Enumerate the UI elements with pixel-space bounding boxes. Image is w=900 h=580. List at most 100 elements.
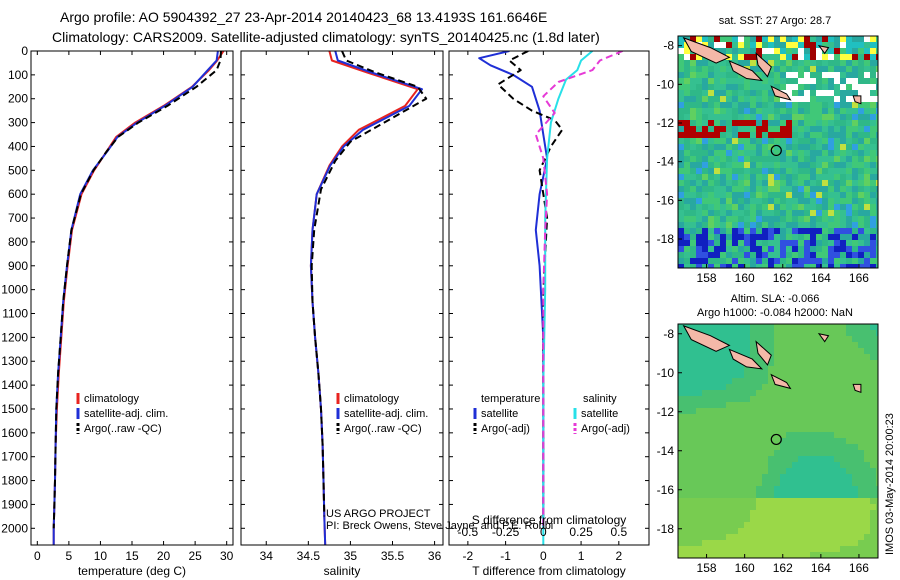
map-cell [708, 354, 714, 360]
map-cell [678, 330, 684, 336]
map-cell [678, 156, 684, 162]
map-cell [756, 336, 762, 342]
map-cell [768, 210, 774, 216]
map-cell [702, 210, 708, 216]
map-cell [726, 72, 732, 78]
map-cell [732, 522, 738, 528]
map-cell [750, 462, 756, 468]
map-cell [756, 186, 762, 192]
map-cell [750, 342, 756, 348]
map-cell [744, 174, 750, 180]
map-cell [702, 36, 708, 42]
map-cell [864, 138, 870, 144]
map-cell [678, 84, 684, 90]
map-cell [690, 156, 696, 162]
map-cell [792, 108, 798, 114]
map-cell [762, 90, 768, 96]
map-cell [708, 42, 714, 48]
map-cell [714, 438, 720, 444]
map-cell [852, 120, 858, 126]
island [682, 36, 731, 64]
map-cell [768, 330, 774, 336]
map-cell [780, 366, 786, 372]
map-cell [702, 66, 708, 72]
map-cell [726, 228, 732, 234]
map-cell [822, 102, 828, 108]
map-cell [810, 414, 816, 420]
map-cell [756, 240, 762, 246]
map-cell [750, 474, 756, 480]
map-cell [726, 444, 732, 450]
map-cell [834, 450, 840, 456]
map-cell [846, 66, 852, 72]
map-cell [750, 378, 756, 384]
map-cell [852, 432, 858, 438]
map-cell [822, 120, 828, 126]
map-cell [732, 102, 738, 108]
map-cell [720, 180, 726, 186]
map-cell [834, 456, 840, 462]
map-cell [852, 348, 858, 354]
map-cell [684, 348, 690, 354]
map-cell [684, 414, 690, 420]
figure-title-line2: Climatology: CARS2009. Satellite-adjuste… [52, 29, 600, 45]
map-cell [678, 390, 684, 396]
map-cell [714, 456, 720, 462]
map-cell [762, 150, 768, 156]
map-cell [696, 126, 702, 132]
map-cell [690, 126, 696, 132]
map-cell [870, 150, 876, 156]
map-cell [804, 444, 810, 450]
map-cell [858, 90, 864, 96]
island [755, 52, 772, 78]
map-cell [774, 534, 780, 540]
profile-marker [770, 144, 782, 157]
map-cell [840, 54, 846, 60]
map-cell [708, 522, 714, 528]
map-cell [846, 402, 852, 408]
map-cell [690, 54, 696, 60]
map-cell [804, 372, 810, 378]
map-cell [768, 102, 774, 108]
difference-xlabel: T difference from climatology [472, 564, 626, 578]
map-cell [822, 432, 828, 438]
map-cell [804, 174, 810, 180]
map-cell [876, 252, 878, 258]
map-cell [738, 522, 744, 528]
map-cell [690, 84, 696, 90]
map-cell [804, 336, 810, 342]
map-cell [876, 324, 878, 330]
map-cell [786, 378, 792, 384]
map-cell [708, 180, 714, 186]
map-cell [726, 528, 732, 534]
map-cell [726, 174, 732, 180]
map-cell [786, 246, 792, 252]
map-cell [678, 324, 684, 330]
map-cell [822, 162, 828, 168]
map-cell [744, 192, 750, 198]
map-cell [846, 426, 852, 432]
map-cell [750, 414, 756, 420]
map-cell [762, 522, 768, 528]
map-cell [852, 366, 858, 372]
map-cell [768, 348, 774, 354]
map-cell [840, 174, 846, 180]
map-cell [822, 474, 828, 480]
map-cell [828, 150, 834, 156]
map-cell [864, 36, 870, 42]
map-cell [678, 180, 684, 186]
map-cell [732, 246, 738, 252]
map-cell [714, 486, 720, 492]
map-cell [780, 342, 786, 348]
map-cell [828, 498, 834, 504]
map-cell [840, 486, 846, 492]
map-cell [876, 204, 878, 210]
map-cell [720, 108, 726, 114]
map-cell [858, 462, 864, 468]
map-cell [684, 150, 690, 156]
map-cell [744, 108, 750, 114]
map-cell [726, 216, 732, 222]
map-cell [846, 324, 852, 330]
map-cell [828, 108, 834, 114]
map-cell [726, 192, 732, 198]
